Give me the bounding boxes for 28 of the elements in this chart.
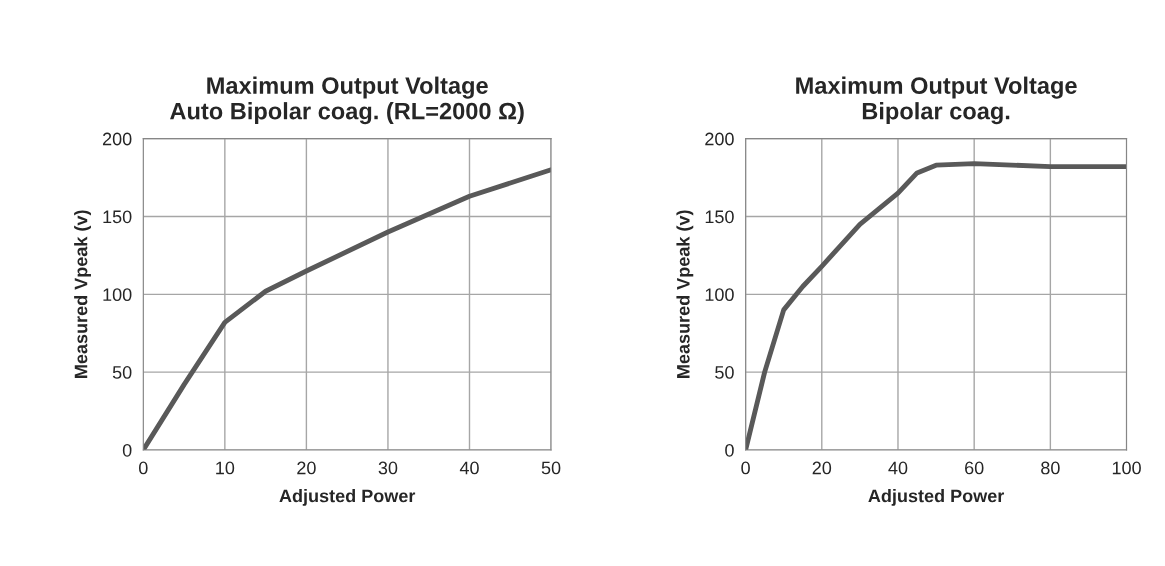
x-axis-title: Adjusted Power: [868, 489, 1005, 506]
y-tick-label: 0: [122, 443, 132, 457]
x-tick-label: 20: [297, 461, 316, 475]
x-tick-label: 10: [216, 461, 235, 475]
y-tick-label: 150: [103, 210, 132, 224]
x-tick-label: 60: [965, 461, 984, 475]
chart-title: Maximum Output Voltage Bipolar coag.: [796, 76, 1077, 125]
y-tick-label: 50: [715, 366, 734, 379]
x-tick-label: 30: [378, 461, 398, 475]
x-tick-label: 80: [1041, 461, 1060, 475]
y-tick-label: 200: [705, 132, 734, 146]
y-axis-title: Measured Vpeak (v): [676, 210, 694, 378]
x-tick-label: 40: [459, 461, 479, 475]
y-tick-label: 150: [705, 210, 734, 224]
chart-title: Maximum Output Voltage Auto Bipolar coag. (RL=2000 Ω): [170, 76, 524, 125]
y-tick-label: 200: [102, 132, 132, 146]
y-tick-label: 50: [112, 366, 132, 379]
y-axis-title: Measured Vpeak (v): [74, 210, 91, 378]
y-tick-label: 100: [103, 288, 132, 302]
x-tick-label: 50: [541, 461, 561, 475]
y-tick-label: 100: [705, 288, 734, 302]
x-tick-label: 40: [888, 461, 908, 475]
x-tick-label: 0: [138, 461, 148, 475]
x-axis-title: Adjusted Power: [279, 489, 416, 506]
x-tick-label: 0: [741, 461, 750, 475]
y-tick-label: 0: [725, 443, 734, 457]
x-tick-label: 20: [812, 461, 832, 475]
x-tick-label: 100: [1112, 461, 1141, 475]
